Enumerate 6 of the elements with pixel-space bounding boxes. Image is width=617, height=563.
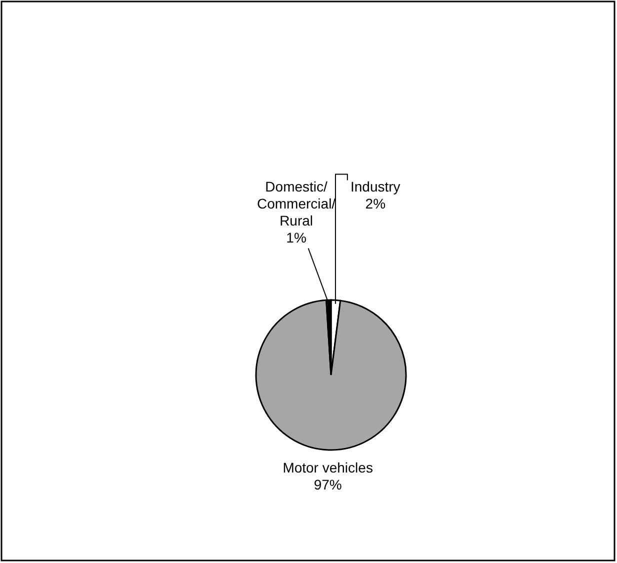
data-label: 1% [286,229,306,246]
slice-label: Industry [350,178,400,194]
slice-label: Motor vehicles [282,459,373,476]
data-label: 2% [365,195,386,212]
slice-label: Domestic/Commercial/Rural [257,178,336,228]
data-label: 97% [314,476,342,492]
